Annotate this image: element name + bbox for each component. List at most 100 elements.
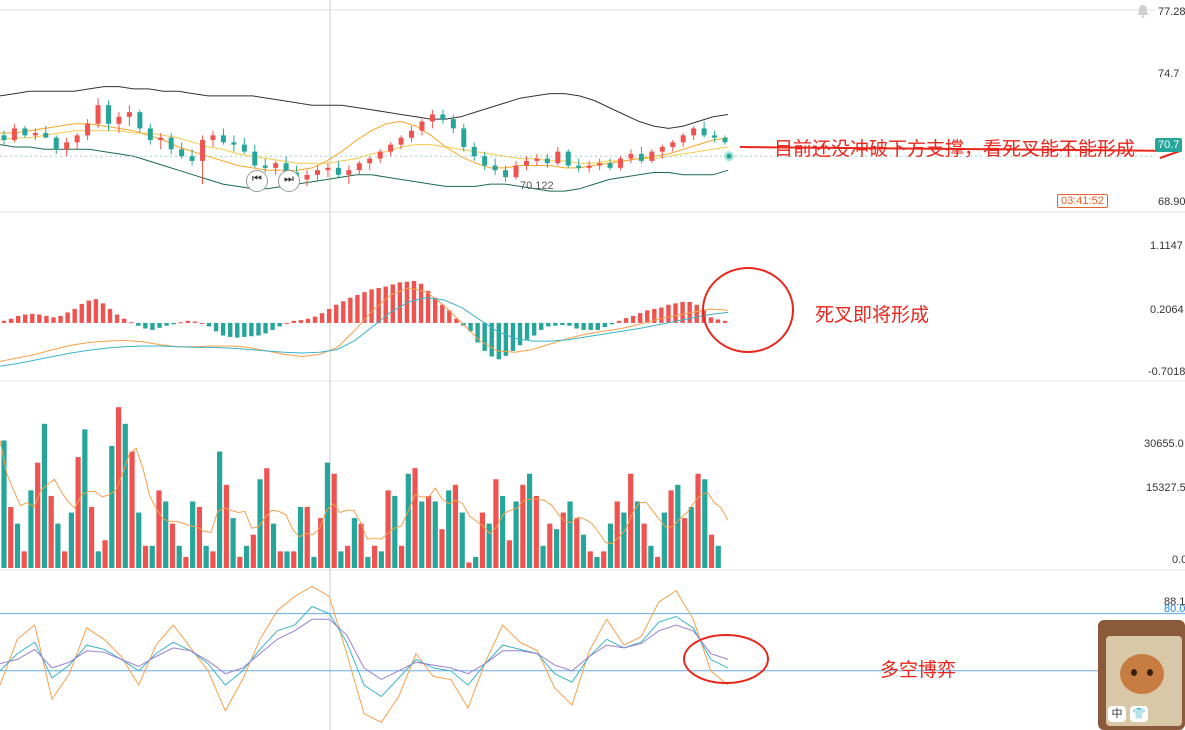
candle-body	[670, 142, 676, 147]
mascot-badge-shirt-icon: 👕	[1130, 706, 1148, 722]
volume-bar	[129, 451, 135, 568]
volume-bar	[473, 556, 479, 568]
macd-histogram-bar	[687, 301, 692, 323]
volume-bar	[614, 501, 620, 568]
low-marker-label: 70.122	[520, 180, 554, 192]
volume-bar	[702, 479, 708, 568]
candle-body	[137, 112, 143, 129]
macd-histogram-bar	[100, 303, 106, 323]
price-tick-top: 77.28	[1158, 6, 1185, 18]
macd-histogram-bar	[659, 307, 664, 323]
macd-histogram-bar	[440, 304, 445, 323]
macd-histogram-bar	[319, 313, 325, 323]
macd-histogram-bar	[51, 317, 56, 323]
volume-bar	[14, 523, 21, 568]
macd-histogram-bar	[58, 315, 63, 323]
candle-body	[32, 133, 38, 136]
volume-bar	[1, 440, 7, 568]
price-panel	[0, 86, 1155, 192]
macd-histogram-bar	[93, 299, 99, 323]
candle-body	[314, 170, 320, 175]
volume-bar	[466, 562, 472, 568]
volume-bar	[75, 457, 81, 568]
candle-body	[304, 174, 310, 180]
volume-bar	[351, 518, 357, 568]
macd-histogram-bar	[249, 322, 254, 337]
macd-histogram-bar	[355, 294, 360, 323]
volume-bar	[210, 551, 216, 568]
candle-body	[586, 165, 592, 168]
mascot-widget[interactable]: 中 👕	[1098, 620, 1185, 730]
macd-histogram-bar	[425, 290, 431, 323]
macd-histogram-bar	[383, 286, 388, 323]
macd-histogram-bar	[79, 304, 84, 323]
macd-histogram-bar	[496, 322, 502, 360]
candle-body	[147, 128, 153, 140]
candle-body	[628, 153, 634, 159]
volume-bar	[35, 462, 41, 568]
macd-histogram-bar	[107, 308, 113, 323]
volume-bar	[358, 523, 364, 568]
volume-bar	[560, 512, 566, 568]
macd-histogram-bar	[616, 320, 622, 323]
volume-bar	[648, 545, 654, 568]
macd-histogram-bar	[235, 322, 240, 338]
volume-bar	[675, 484, 681, 568]
skip-back-icon: ⏮	[252, 173, 262, 185]
volume-bar	[270, 523, 277, 568]
volume-bar	[540, 545, 546, 568]
volume-bar	[688, 506, 694, 568]
macd-histogram-bar	[157, 322, 162, 328]
macd-histogram-bar	[312, 316, 318, 323]
support-arrow-line	[739, 146, 1181, 152]
candle-body	[168, 137, 174, 150]
macd-histogram-bar	[637, 313, 643, 323]
candle-body	[116, 116, 122, 124]
macd-histogram-bar	[263, 322, 268, 334]
macd-histogram-bar	[432, 297, 438, 323]
macd-histogram-bar	[680, 301, 685, 323]
candle-body	[544, 158, 550, 164]
volume-bar	[122, 423, 128, 568]
macd-histogram-bar	[143, 322, 148, 329]
candle-body	[398, 137, 404, 145]
volume-bar	[156, 490, 162, 568]
volume-bar	[398, 545, 405, 568]
volume-bar	[547, 523, 553, 568]
volume-bar	[668, 490, 674, 568]
candle-body	[200, 140, 206, 161]
macd-histogram-bar	[178, 322, 183, 324]
price-tick-mid: 74.7	[1158, 68, 1180, 80]
volume-bar	[176, 545, 182, 568]
macd-histogram-bar	[645, 310, 650, 323]
annotation-support: 目前还没冲破下方支撑，看死叉能不能形成	[774, 138, 1136, 160]
volume-bar	[715, 545, 721, 568]
countdown-tag: 03:41:52	[1057, 194, 1108, 208]
candle-body	[283, 163, 289, 173]
bollinger-upper-line	[0, 86, 729, 129]
volume-bar	[82, 429, 88, 568]
macd-histogram-bar	[588, 322, 593, 330]
volume-bar	[203, 545, 209, 568]
mascot-frame: 中 👕	[1106, 636, 1182, 726]
skip-back-button[interactable]: ⏮	[246, 170, 268, 192]
macd-histogram-bar	[609, 322, 615, 325]
candle-body	[367, 158, 373, 164]
candle-body	[409, 130, 415, 138]
volume-bar	[68, 512, 74, 568]
volume-tick-bottom: 0.0	[1172, 554, 1185, 566]
volume-bar	[183, 556, 189, 568]
candle-body	[503, 170, 509, 178]
macd-histogram-bar	[129, 322, 134, 324]
candle-body	[701, 128, 707, 136]
volume-bar	[149, 545, 155, 568]
macd-histogram-bar	[171, 322, 176, 325]
bell-icon[interactable]	[1136, 4, 1150, 18]
macd-histogram-bar	[256, 322, 261, 336]
macd-histogram-bar	[503, 322, 509, 356]
macd-histogram-bar	[220, 322, 226, 336]
candle-body	[597, 163, 603, 166]
skip-forward-button[interactable]: ⏭	[278, 170, 300, 192]
macd-histogram-bar	[8, 318, 14, 323]
